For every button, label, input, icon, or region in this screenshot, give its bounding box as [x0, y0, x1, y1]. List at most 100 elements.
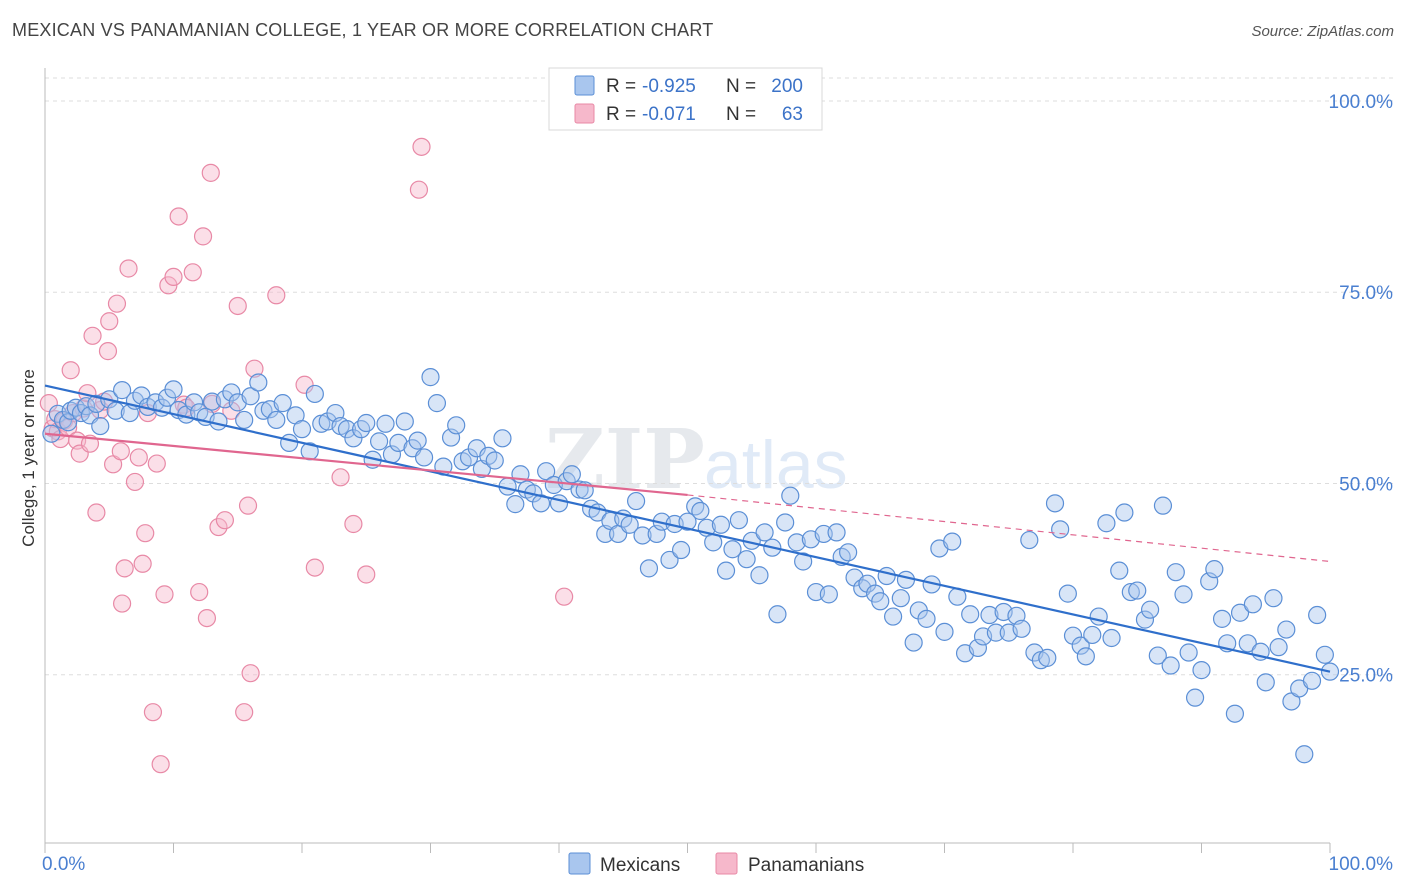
x-tick-label-1: 100.0% [1329, 854, 1394, 875]
panamanians-point [164, 267, 183, 286]
mexicans-point [1058, 584, 1077, 603]
mexicans-point [794, 552, 813, 571]
mexicans-point [1225, 704, 1245, 723]
mexicans-point [1256, 673, 1275, 692]
mexicans-point [1269, 638, 1288, 657]
mexicans-point [1140, 600, 1160, 619]
mexicans-point [357, 413, 376, 433]
mexicans-point [1264, 589, 1283, 608]
mexicans-point [414, 448, 434, 467]
mexicans-point [59, 413, 78, 432]
panamanians-point [61, 361, 80, 380]
mexicans-point [479, 446, 498, 466]
bottom-legend-label-mexicans: Mexicans [600, 855, 680, 876]
legend-r-value-1: -0.925 [642, 76, 696, 97]
mexicans-point [839, 543, 858, 562]
watermark-atlas: atlas [704, 427, 848, 503]
x-tick-label-0: 0.0% [42, 854, 85, 875]
panamanians-point [201, 163, 220, 182]
panamanians-point [115, 559, 134, 578]
legend-n-label-1: N = [726, 76, 756, 97]
legend-swatch-panamanians [574, 103, 595, 124]
mexicans-point [729, 511, 749, 530]
mexicans-point [819, 585, 838, 604]
trend-lines [44, 384, 1331, 673]
panamanians-point [83, 326, 102, 345]
mexicans-point [408, 431, 427, 450]
mexicans-point [485, 451, 504, 470]
panamanians-point [228, 296, 247, 316]
mexicans-point [241, 387, 260, 406]
bottom-legend-swatch-panamanians [715, 852, 738, 875]
mexicans-point [935, 622, 954, 641]
mexicans-point [980, 605, 999, 625]
y-axis-title: College, 1 year or more [19, 369, 38, 547]
mexicans-point [660, 550, 679, 570]
legend-r-value-2: -0.071 [642, 104, 696, 125]
panamanians-point [555, 587, 574, 606]
mexicans-point [1148, 646, 1167, 665]
panamanians-point [409, 180, 429, 199]
mexicans-point [254, 401, 273, 420]
mexicans-point [711, 515, 731, 534]
mexicans-point [626, 491, 646, 511]
panamanians-trend-extension [687, 494, 1331, 563]
bottom-legend-label-panamanians: Panamanians [748, 855, 864, 876]
mexicans-point [968, 638, 988, 658]
mexicans-point [1166, 563, 1185, 582]
mexicans-point [1315, 645, 1334, 664]
mexicans-point [1243, 595, 1263, 614]
mexicans-point [1192, 661, 1211, 680]
mexicans-point [877, 566, 896, 586]
mexicans-point [716, 561, 736, 580]
panamanians-point [245, 359, 264, 378]
panamanians-point [190, 582, 209, 602]
mexicans-point [917, 609, 936, 628]
mexicans-point [1128, 581, 1147, 600]
mexicans-point [671, 540, 691, 560]
panamanians-point [151, 755, 170, 774]
mexicans-point [344, 429, 363, 448]
panamanians-point [136, 524, 155, 543]
panamanians-point [295, 375, 314, 394]
mexicans-point [562, 465, 581, 484]
mexicans-point [493, 429, 512, 448]
mexicans-point [1295, 745, 1314, 764]
grid-lines [45, 77, 1395, 676]
mexicans-point [209, 412, 228, 431]
mexicans-point [1063, 626, 1083, 645]
mexicans-point [235, 410, 254, 430]
mexicans-point [280, 433, 299, 453]
panamanians-point [155, 585, 174, 604]
legend-r-label-1: R = [606, 76, 636, 97]
bottom-legend-swatch-mexicans [568, 852, 591, 875]
source-label: Source: ZipAtlas.com [1251, 23, 1394, 40]
panamanians-point [125, 472, 145, 492]
y-tick-label-25: 25.0% [1339, 666, 1393, 687]
panamanians-point [100, 312, 119, 331]
panamanians-point [147, 454, 166, 473]
mexicans-point [633, 526, 652, 545]
mexicans-point [1038, 648, 1057, 667]
mexicans-point [871, 592, 890, 611]
mexicans-point [787, 533, 806, 552]
mexicans-point [1020, 530, 1039, 550]
panamanians-point [267, 286, 286, 305]
panamanians-point [197, 608, 217, 628]
legend-r-label-2: R = [606, 104, 636, 125]
mexicans-point [1076, 647, 1095, 666]
panamanians-point [209, 517, 228, 537]
mexicans-point [459, 448, 479, 467]
mexicans-point [737, 550, 756, 569]
panamanians-point [193, 227, 213, 246]
mexicans-point [883, 607, 903, 626]
mexicans-point [1115, 503, 1134, 522]
mexicans-point [1153, 496, 1173, 515]
mexicans-point [723, 540, 742, 559]
mexicans-point [1205, 560, 1224, 579]
mexicans-point [943, 532, 962, 551]
panamanians-point [215, 511, 234, 530]
mexicans-point [1174, 585, 1193, 604]
mexicans-point [1230, 603, 1250, 622]
